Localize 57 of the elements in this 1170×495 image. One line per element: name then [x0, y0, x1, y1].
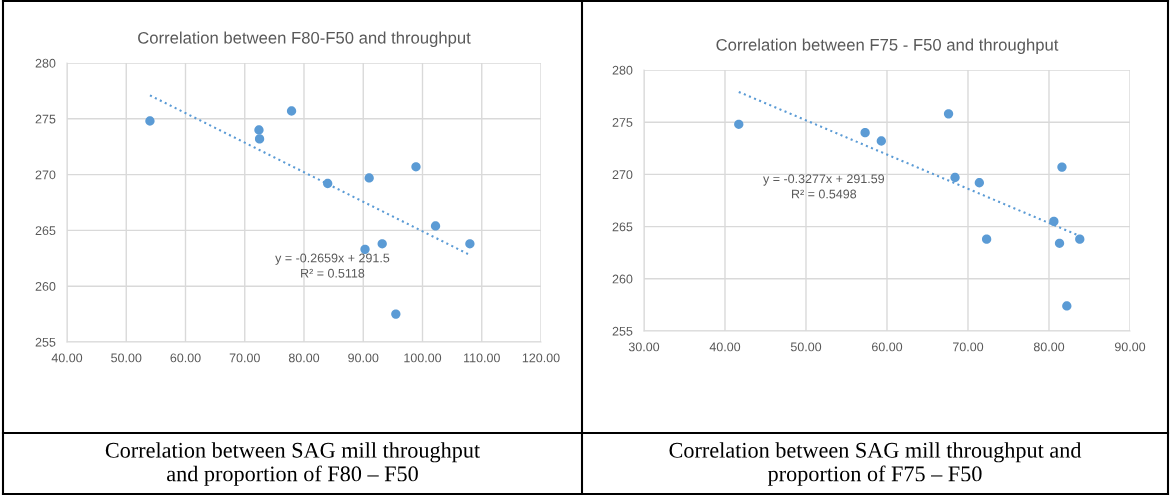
x-tick-label: 40.00: [51, 353, 83, 363]
point: [1062, 301, 1072, 311]
y-tick-label: 275: [612, 118, 633, 127]
point: [377, 239, 387, 249]
point: [860, 127, 870, 138]
y-tick-label: 280: [35, 58, 56, 68]
x-tick-label: 90.00: [1114, 342, 1146, 352]
y-tick-label: 280: [612, 65, 633, 75]
x-tick-label: 50.00: [111, 353, 142, 363]
y-tick-label: 260: [612, 274, 633, 284]
annotation: y = -0.3277x + 291.59 R² = 0.5498: [763, 174, 885, 199]
point: [1075, 234, 1085, 244]
text: Correlation between SAG mill throughput and proportion of F75 – F50: [669, 442, 1082, 486]
y-tick-label: 265: [35, 226, 56, 236]
point: [1049, 216, 1059, 227]
point: [465, 239, 475, 249]
chart-title: Correlation between F80-F50 and throughput: [138, 31, 471, 48]
x-tick-label: 110.00: [464, 353, 500, 363]
x-tick-label: 70.00: [229, 353, 260, 363]
point: [876, 136, 886, 146]
chart-title: Correlation between F75 - F50 and throughput: [716, 38, 1059, 55]
point: [1054, 238, 1065, 248]
y-tick-label: 255: [612, 326, 633, 336]
point: [950, 172, 960, 183]
point: [286, 106, 297, 116]
x-tick-label: 100.00: [404, 353, 442, 363]
x-tick-label: 90.00: [348, 353, 379, 363]
point: [974, 178, 984, 188]
x-tick-label: 50.00: [790, 342, 822, 352]
point: [364, 173, 374, 183]
x-tick-label: 120.00: [522, 353, 560, 363]
point: [323, 178, 333, 189]
annotation: y = -0.2659x + 291.5 R² = 0.5118: [275, 253, 390, 278]
y-tick-label: 270: [35, 170, 56, 180]
x-tick-label: 60.00: [170, 353, 201, 363]
y-tick-label: 270: [612, 170, 633, 180]
y-tick-label: 275: [35, 114, 56, 124]
x-tick-label: 30.00: [628, 342, 660, 352]
y-tick-label: 260: [35, 282, 56, 291]
text: Correlation between SAG mill throughput and proportion of F80 – F50: [105, 442, 480, 486]
x-tick-label: 40.00: [709, 342, 741, 352]
y-tick-label: 255: [35, 337, 56, 347]
point: [145, 116, 155, 126]
point: [430, 221, 441, 231]
x-tick-label: 60.00: [872, 342, 903, 352]
point: [254, 134, 265, 144]
point: [254, 125, 264, 135]
point: [1057, 162, 1067, 172]
point: [943, 109, 954, 119]
point: [411, 162, 421, 172]
point: [981, 234, 992, 244]
point: [391, 309, 401, 319]
x-tick-label: 80.00: [288, 353, 320, 363]
x-tick-label: 70.00: [953, 342, 984, 352]
point: [734, 119, 744, 129]
y-tick-label: 265: [612, 222, 633, 232]
x-tick-label: 80.00: [1033, 342, 1065, 352]
